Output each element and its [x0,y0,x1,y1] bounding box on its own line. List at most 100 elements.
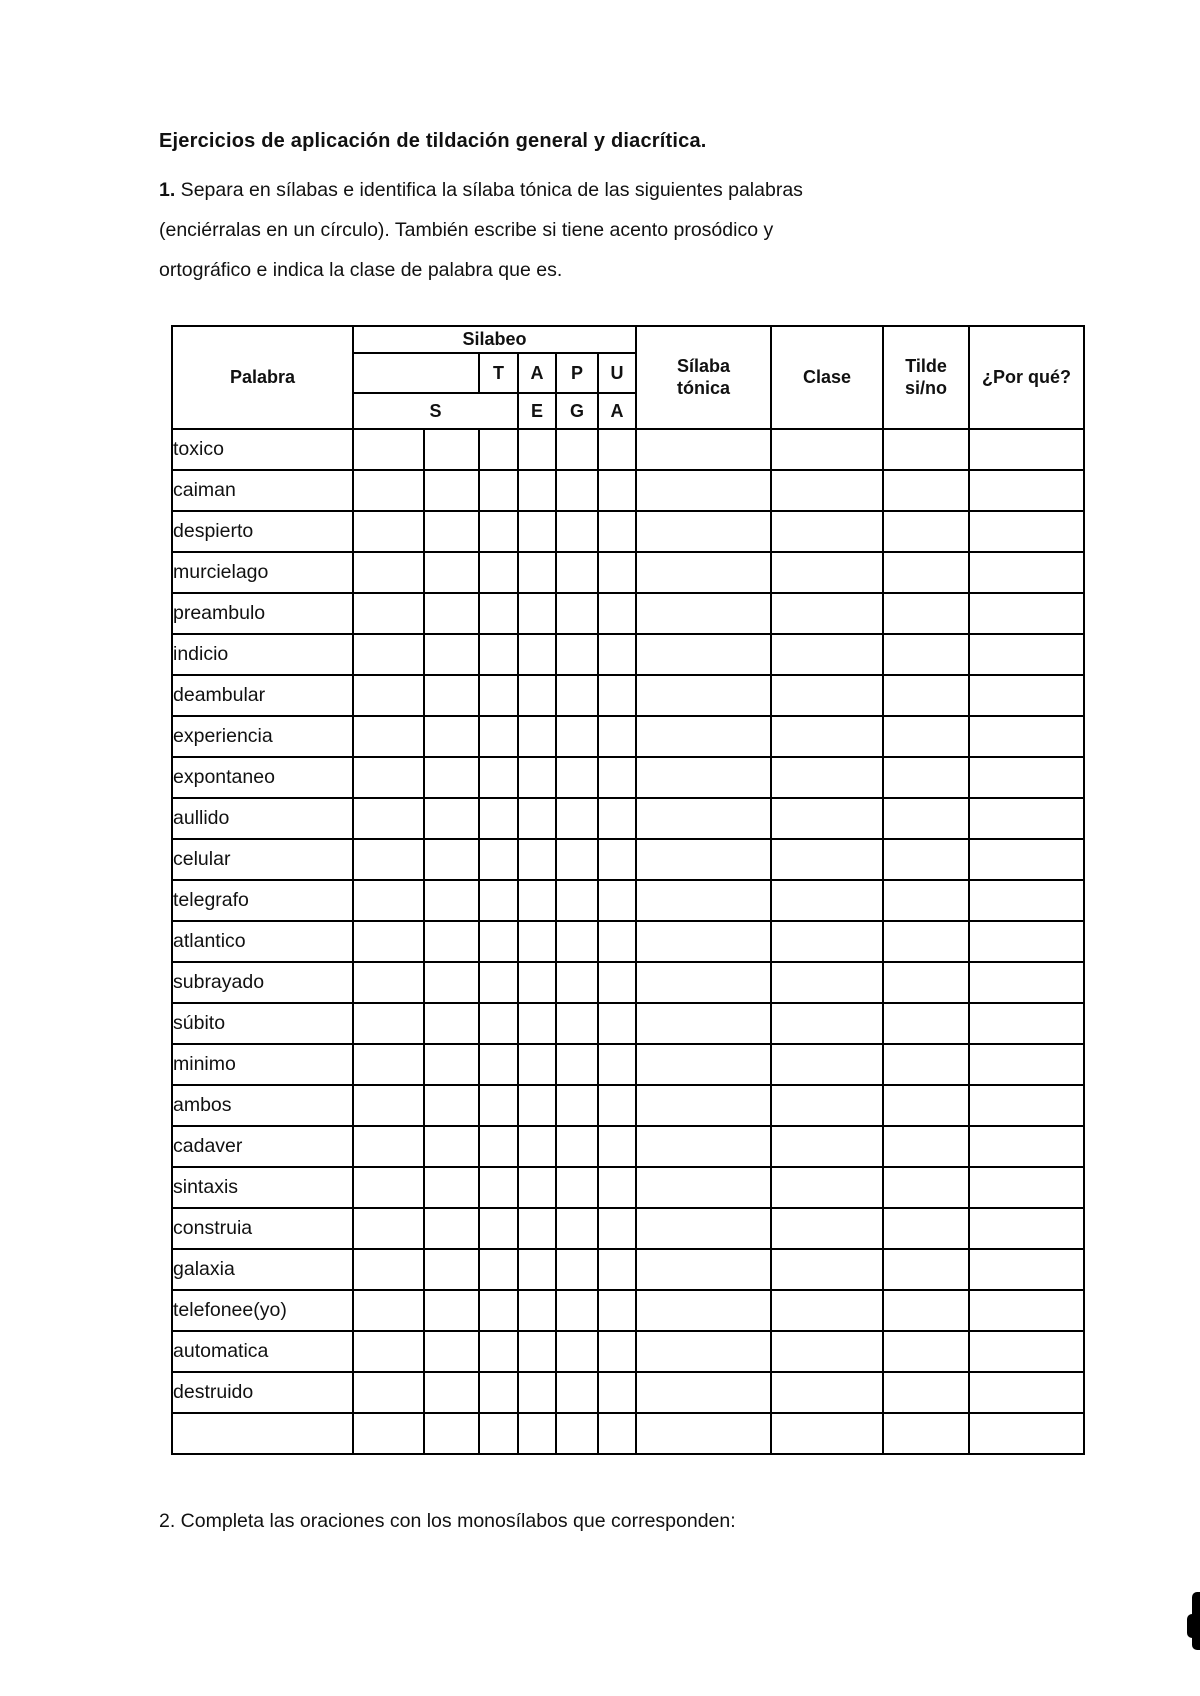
empty-cell [882,1248,971,1291]
table-row: subrayado [171,961,1086,1004]
empty-cell [596,1125,638,1168]
empty-cell [968,633,1086,676]
empty-cell [882,797,971,840]
empty-cell [968,920,1086,963]
empty-cell [478,920,519,963]
word-cell: destruido [171,1371,354,1414]
empty-cell [968,797,1086,840]
empty-cell [555,920,599,963]
table-row: despierto [171,510,1086,553]
header-cell-clase: Clase [770,325,885,430]
table-row: cadaver [171,1125,1086,1168]
empty-cell [882,1289,971,1332]
table-row: toxico [171,428,1086,471]
empty-cell [882,920,971,963]
empty-cell [770,797,885,840]
table-row: ambos [171,1084,1086,1127]
empty-cell [968,838,1086,881]
empty-cell [596,469,638,512]
empty-cell [352,1166,425,1209]
header-cell-p: P [555,352,599,394]
exercise1-number: 1. [159,179,176,201]
empty-cell [635,469,773,512]
page-title: Ejercicios de aplicación de tildación ge… [159,130,707,152]
empty-cell [555,1207,599,1250]
table-row: telegrafo [171,879,1086,922]
empty-cell [517,1330,557,1373]
empty-cell [352,797,425,840]
header-cell-silaba-tonica: Sílaba tónica [635,325,773,430]
empty-cell [423,428,480,471]
word-cell: galaxia [171,1248,354,1291]
empty-cell [882,674,971,717]
empty-cell [596,1248,638,1291]
empty-cell [423,756,480,799]
table-row: telefonee(yo) [171,1289,1086,1332]
empty-cell [478,592,519,635]
empty-cell [770,961,885,1004]
empty-cell [555,1166,599,1209]
header-cell-a2: A [596,392,638,430]
empty-cell [968,1125,1086,1168]
empty-cell [352,879,425,922]
empty-cell [517,633,557,676]
empty-cell [596,674,638,717]
empty-cell [555,1084,599,1127]
empty-cell [517,1043,557,1086]
empty-cell [882,1371,971,1414]
word-cell: telegrafo [171,879,354,922]
table-row: deambular [171,674,1086,717]
table-row: expontaneo [171,756,1086,799]
empty-cell [635,428,773,471]
word-cell: automatica [171,1330,354,1373]
empty-cell [882,1166,971,1209]
empty-cell [517,428,557,471]
empty-cell [596,1207,638,1250]
exercise2-instructions: 2. Completa las oraciones con los monosí… [159,1510,736,1532]
empty-cell [968,674,1086,717]
empty-cell [352,1330,425,1373]
word-cell: despierto [171,510,354,553]
word-cell: experiencia [171,715,354,758]
empty-cell [517,592,557,635]
empty-cell [882,592,971,635]
table-row: atlantico [171,920,1086,963]
empty-cell [423,879,480,922]
empty-cell [555,1371,599,1414]
header-row-2: T A P U [172,352,1084,394]
empty-cell [517,674,557,717]
empty-cell [517,920,557,963]
table-row: celular [171,838,1086,881]
empty-cell [352,1002,425,1045]
empty-cell [596,715,638,758]
empty-cell [968,1084,1086,1127]
empty-cell [635,510,773,553]
empty-cell [423,633,480,676]
empty-cell [882,551,971,594]
empty-cell [478,510,519,553]
empty-cell [882,879,971,922]
empty-cell [478,756,519,799]
empty-cell [635,797,773,840]
empty-cell [423,469,480,512]
empty-cell [478,1371,519,1414]
empty-cell [423,1371,480,1414]
worksheet-table: Palabra Silabeo Sílaba tónica Clase Tild… [171,325,1086,1455]
word-cell: atlantico [171,920,354,963]
empty-cell [882,715,971,758]
empty-cell [596,797,638,840]
empty-cell [352,510,425,553]
empty-cell [352,1084,425,1127]
empty-cell [423,1084,480,1127]
table-row: murcielago [171,551,1086,594]
table-row: sintaxis [171,1166,1086,1209]
empty-cell [478,797,519,840]
empty-cell [478,961,519,1004]
empty-cell [352,1125,425,1168]
empty-cell [423,797,480,840]
empty-cell [635,1207,773,1250]
empty-cell [423,1289,480,1332]
empty-cell [423,1043,480,1086]
empty-cell [555,551,599,594]
empty-cell [882,510,971,553]
